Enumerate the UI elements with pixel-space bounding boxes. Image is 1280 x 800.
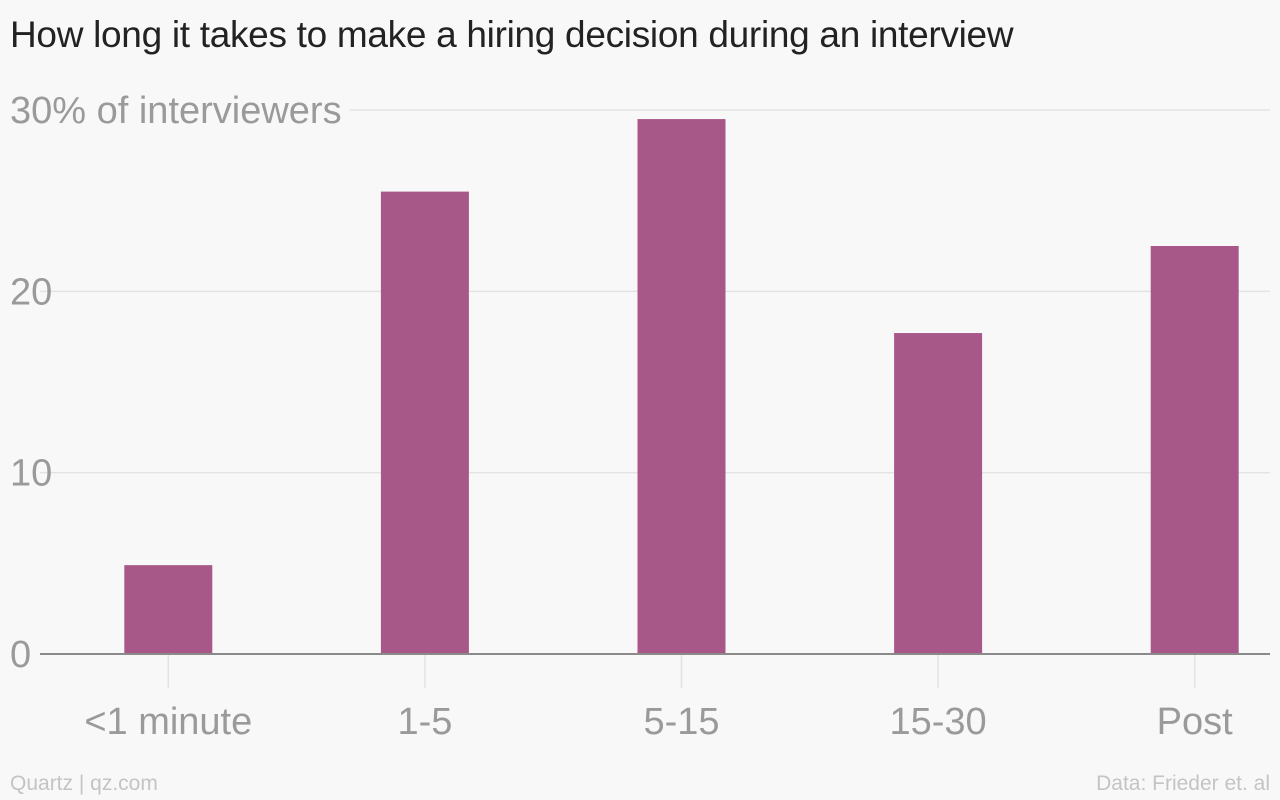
y-tick-label: 0 — [10, 634, 31, 676]
y-tick-label: 10 — [10, 453, 52, 495]
footer-credit: Quartz | qz.com — [10, 772, 158, 795]
x-tick-label: <1 minute — [84, 701, 252, 743]
bar — [124, 565, 213, 654]
bar — [637, 119, 726, 655]
x-axis-ticks — [167, 654, 1196, 688]
y-label-background — [6, 88, 350, 134]
x-tick-label: Post — [1157, 701, 1233, 743]
bar — [380, 191, 469, 654]
footer-source: Data: Frieder et. al — [1096, 772, 1270, 795]
bars — [124, 119, 1239, 655]
bar — [894, 333, 983, 654]
y-tick-label: 20 — [10, 271, 52, 313]
x-axis-labels: <1 minute 1-5 5-15 15-30 Post — [84, 701, 1233, 743]
y-axis-labels: 0 10 20 30% of interviewers — [6, 88, 350, 676]
x-tick-label: 5-15 — [643, 701, 719, 743]
bar — [1150, 246, 1239, 654]
chart-title: How long it takes to make a hiring decis… — [10, 14, 1014, 55]
y-tick-label: 30% of interviewers — [10, 90, 342, 132]
x-tick-label: 15-30 — [889, 701, 986, 743]
x-tick-label: 1-5 — [397, 701, 452, 743]
